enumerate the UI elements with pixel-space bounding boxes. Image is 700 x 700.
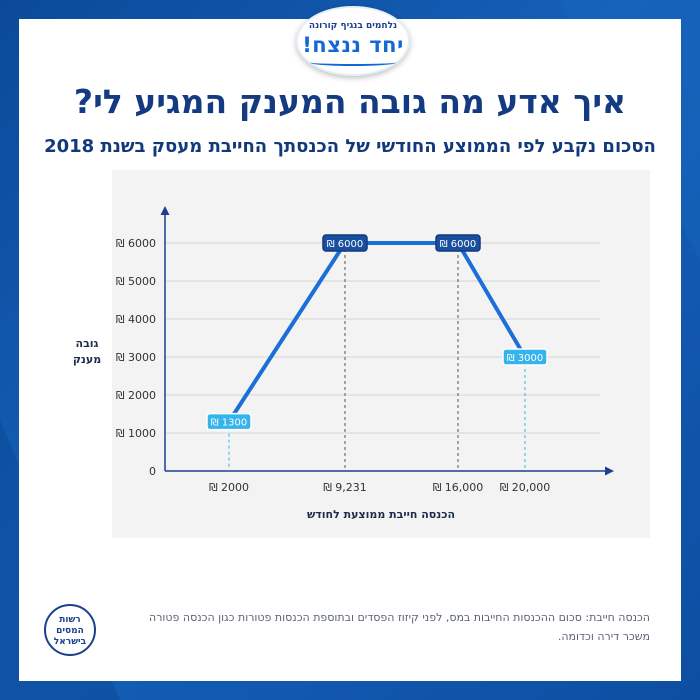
x-tick-label: ₪ 16,000 [433, 481, 484, 494]
data-point-marker [322, 234, 368, 252]
page-title: איך אדע מה גובה המענק המגיע לי? [73, 82, 627, 121]
campaign-badge: נלחמים בנגיף קורונה יחד ננצח! [296, 6, 410, 76]
badge-slogan: נלחמים בנגיף קורונה [308, 21, 398, 31]
data-label: ₪ 1300 [211, 418, 247, 429]
x-axis-arrow-icon [605, 466, 614, 476]
logo-line: רשות [59, 615, 81, 625]
page-subtitle: הסכום נקבע לפי הממוצע החודשי של הכנסתך ה… [44, 136, 656, 157]
badge-headline: יחד ננצח! [302, 33, 404, 57]
y-tick-label: ₪ 2000 [116, 389, 156, 402]
y-axis-label: גובה מענק [72, 337, 102, 366]
data-label: ₪ 6000 [440, 239, 476, 250]
series-line [227, 241, 527, 423]
x-tick-label: ₪ 9,231 [323, 481, 367, 494]
y-tick-label: 0 [149, 465, 156, 478]
y-tick-label: ₪ 5000 [116, 275, 156, 288]
data-label: ₪ 3000 [507, 353, 543, 364]
tax-authority-logo: רשות המסים בישראל [44, 604, 96, 656]
badge-wave-icon [310, 59, 396, 66]
logo-line: בישראל [53, 637, 87, 647]
y-tick-label: ₪ 1000 [116, 427, 156, 440]
y-tick-label: ₪ 3000 [116, 351, 156, 364]
data-point-marker [435, 234, 481, 252]
chart-background [112, 170, 650, 538]
y-axis-arrow-icon [160, 206, 170, 215]
x-tick-label: ₪ 2000 [209, 481, 249, 494]
logo-line: המסים [56, 626, 84, 636]
data-point-marker [206, 412, 252, 431]
data-point-marker [502, 348, 548, 366]
x-tick-label: ₪ 20,000 [500, 481, 551, 494]
y-tick-label: ₪ 4000 [116, 313, 156, 326]
data-label: ₪ 6000 [327, 239, 363, 250]
x-axis-label: הכנסה חייבת ממוצעת לחודש [306, 508, 456, 521]
y-tick-label: ₪ 6000 [116, 237, 156, 250]
footnote: הכנסה חייבת: סכום ההכנסות החייבות במס, ל… [149, 611, 650, 643]
